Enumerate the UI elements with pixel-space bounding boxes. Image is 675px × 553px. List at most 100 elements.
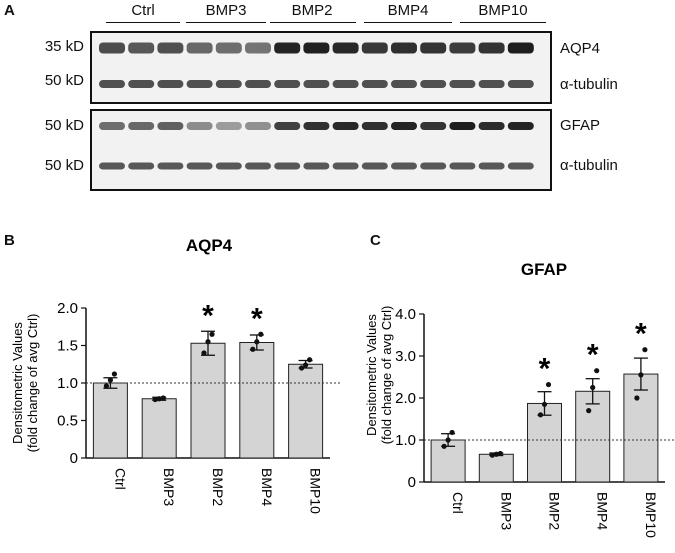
blot-band xyxy=(507,80,534,88)
blot-band xyxy=(215,122,242,130)
group-label-bmp4: BMP4 xyxy=(387,2,429,19)
data-point xyxy=(205,339,211,345)
data-point xyxy=(209,331,215,337)
blot-band xyxy=(420,80,447,88)
blot-band xyxy=(274,42,301,54)
group-label-bmp3: BMP3 xyxy=(205,2,247,19)
data-point xyxy=(586,408,592,414)
y-tick-label: 0.5 xyxy=(57,413,78,430)
y-axis-label-line1: Densitometric Values xyxy=(364,314,379,436)
blot-band xyxy=(215,80,242,88)
blot-name-gfap: GFAP xyxy=(560,117,601,134)
significance-star: * xyxy=(587,339,599,372)
data-point xyxy=(103,383,109,389)
data-point xyxy=(152,396,158,403)
blot-band xyxy=(332,80,359,88)
group-line-bmp10 xyxy=(460,22,546,23)
blot-band xyxy=(361,162,388,170)
mw-label-tubulin-2: 50 kD xyxy=(44,157,84,174)
x-tick-label: Ctrl xyxy=(112,468,128,490)
mw-label-aqp4: 35 kD xyxy=(44,38,84,55)
group-line-bmp3 xyxy=(186,22,266,23)
data-point xyxy=(201,350,207,356)
data-point xyxy=(254,339,260,345)
x-tick-label: BMP10 xyxy=(643,492,659,538)
blot-band xyxy=(361,122,388,130)
x-tick-label: Ctrl xyxy=(450,492,466,514)
y-tick-label: 1.0 xyxy=(395,432,416,449)
error-bar xyxy=(585,378,600,405)
blot-band xyxy=(332,162,359,170)
blot-band xyxy=(245,122,271,130)
significance-star: * xyxy=(635,318,647,351)
data-point xyxy=(111,371,117,377)
bar-bmp10 xyxy=(288,363,324,459)
bar-bmp3 xyxy=(141,398,177,459)
blot-band xyxy=(332,122,359,130)
x-tick-label: BMP3 xyxy=(161,468,177,506)
y-axis-label-line1: Densitometric Values xyxy=(10,322,25,444)
blot-band xyxy=(507,162,534,170)
bar-bmp10 xyxy=(623,373,659,483)
blot-band xyxy=(478,122,505,130)
blot-band xyxy=(128,122,155,130)
data-point xyxy=(634,395,640,401)
data-point xyxy=(303,362,309,368)
blot-band xyxy=(186,42,213,54)
blot-name-tubulin-1: α-tubulin xyxy=(560,76,618,93)
blot-band xyxy=(361,42,388,54)
chart-title: AQP4 xyxy=(186,236,233,255)
blot-band xyxy=(391,122,417,130)
blot-band xyxy=(128,80,155,88)
blot-band xyxy=(215,162,242,170)
panel-b-letter: B xyxy=(4,232,15,249)
data-point xyxy=(594,368,600,374)
y-tick-label: 2.0 xyxy=(57,300,78,317)
significance-star: * xyxy=(202,299,214,332)
x-tick-label: BMP4 xyxy=(259,468,275,506)
blot-band xyxy=(303,80,330,88)
data-point xyxy=(441,443,447,449)
x-tick-label: BMP2 xyxy=(547,492,563,530)
blot-band xyxy=(303,162,330,170)
panel-a-letter: A xyxy=(4,2,15,19)
blot-band xyxy=(128,162,155,170)
group-label-ctrl: Ctrl xyxy=(131,2,155,19)
blot-band xyxy=(245,80,271,88)
data-point xyxy=(250,346,256,352)
data-point xyxy=(537,412,544,418)
y-tick-label: 0 xyxy=(408,474,416,491)
blot-name-tubulin-2: α-tubulin xyxy=(560,157,618,174)
data-point xyxy=(160,395,166,401)
blot-row-0 xyxy=(99,42,534,54)
group-line-bmp4 xyxy=(364,22,452,23)
panel-c-letter: C xyxy=(370,232,381,249)
blot-band xyxy=(186,122,213,130)
blot-band xyxy=(449,162,476,170)
y-tick-label: 1.0 xyxy=(57,375,78,392)
blot-band xyxy=(361,80,388,88)
data-point xyxy=(638,372,644,378)
group-line-ctrl xyxy=(106,22,180,23)
data-point xyxy=(497,450,503,457)
y-tick-label: 4.0 xyxy=(395,306,416,323)
group-line-bmp2 xyxy=(270,22,356,23)
y-tick-label: 2.0 xyxy=(395,390,416,407)
blot-band xyxy=(303,122,330,130)
blot-band xyxy=(274,162,301,170)
y-tick-label: 0 xyxy=(70,450,78,467)
bar-ctrl xyxy=(430,439,466,483)
blot-band xyxy=(303,42,330,54)
blot-band xyxy=(391,80,417,88)
x-tick-label: BMP3 xyxy=(498,492,514,530)
blot-band xyxy=(449,80,476,88)
data-point xyxy=(445,437,451,443)
x-tick-label: BMP4 xyxy=(595,492,611,530)
y-axis-label-line2: (fold change of avg Ctrl) xyxy=(379,306,394,445)
data-point xyxy=(545,381,552,388)
blot-band xyxy=(186,162,213,170)
gfap-bar-chart: GFAP Densitometric Values (fold change o… xyxy=(364,260,675,538)
x-tick-label: BMP10 xyxy=(308,468,324,514)
data-point xyxy=(258,331,264,337)
data-point xyxy=(541,401,548,407)
